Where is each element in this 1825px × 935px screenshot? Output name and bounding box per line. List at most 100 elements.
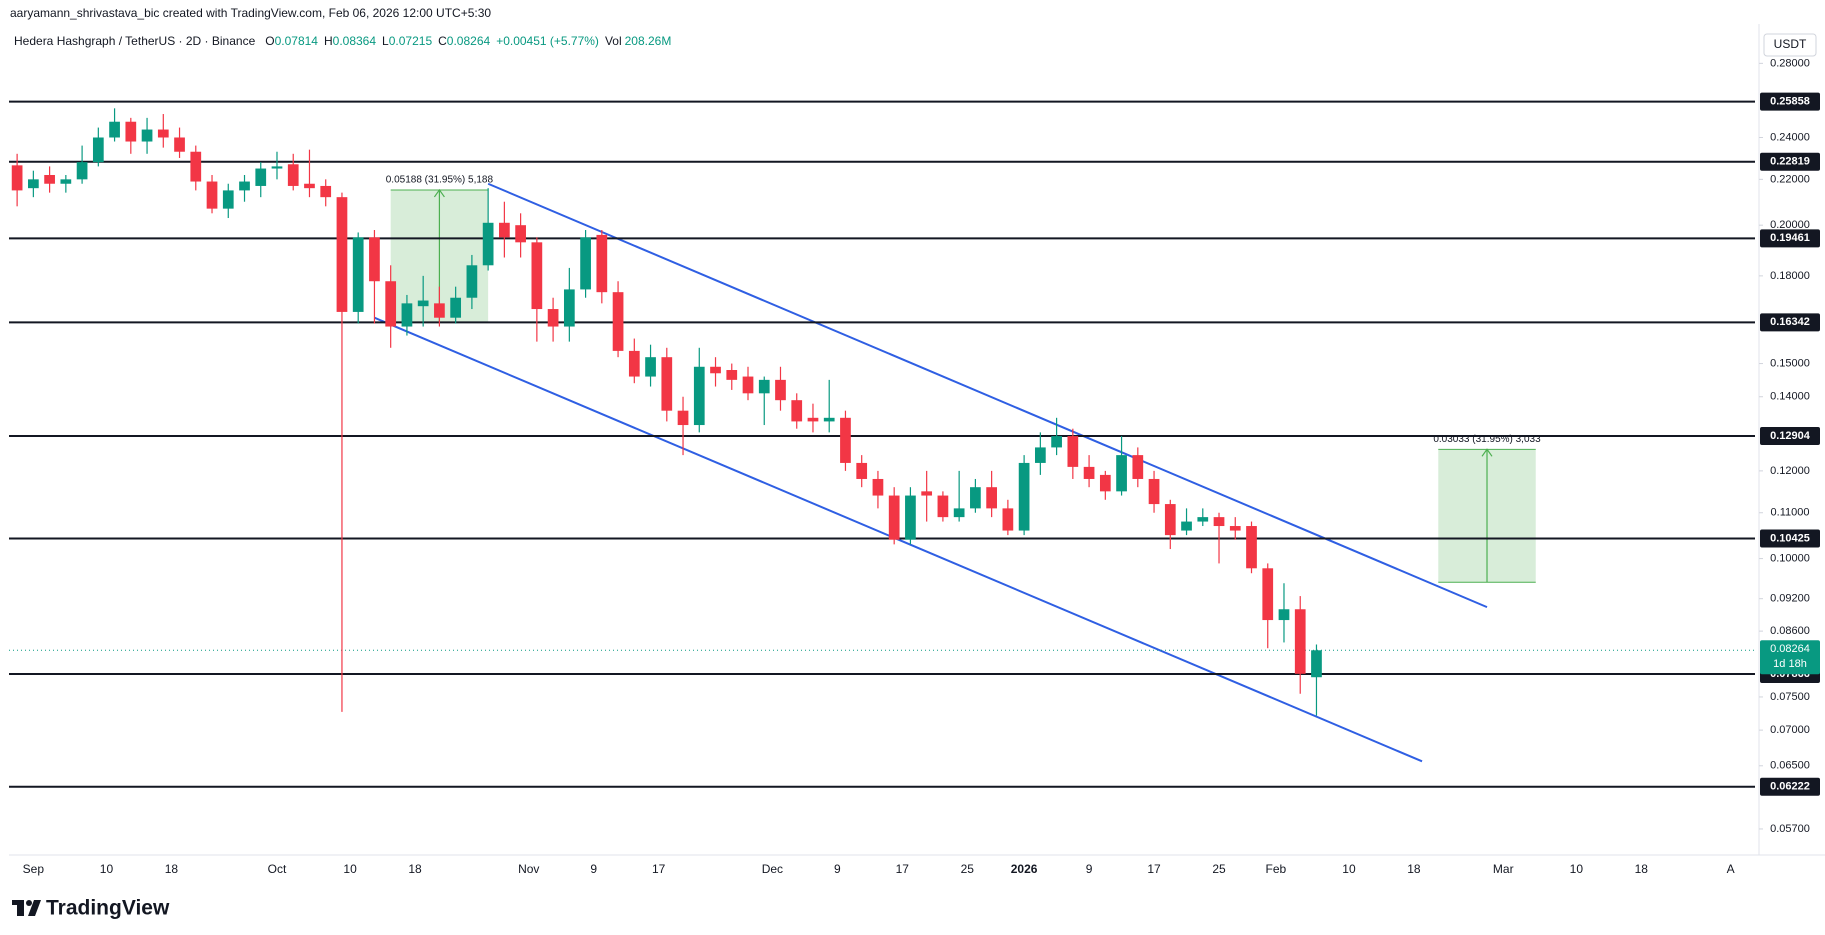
- candle-body: [1311, 650, 1322, 678]
- x-tick-label: Oct: [268, 862, 287, 876]
- stat-label: O: [265, 34, 274, 48]
- logo-part: [28, 900, 41, 916]
- candle-body: [482, 222, 494, 266]
- candle-body: [336, 197, 348, 312]
- candle-body: [1148, 478, 1160, 505]
- candle-body: [888, 495, 900, 540]
- candle-body: [1197, 517, 1209, 522]
- volume-label: Vol: [605, 34, 622, 48]
- stat-value: 0.08364: [333, 34, 377, 48]
- level-label: 0.16342: [1770, 316, 1810, 328]
- y-tick-label: 0.05700: [1770, 823, 1810, 835]
- candle-body: [1051, 436, 1062, 448]
- candle-body: [758, 379, 770, 394]
- candle-body: [596, 234, 608, 293]
- candle-body: [1278, 609, 1290, 621]
- level-label: 0.19461: [1770, 232, 1810, 244]
- candle-body: [1067, 436, 1079, 467]
- candle-body: [401, 303, 413, 327]
- candle-body: [970, 487, 981, 509]
- y-tick-label: 0.09200: [1770, 593, 1810, 605]
- currency-box[interactable]: [1763, 33, 1817, 57]
- y-tick-label: 0.15000: [1770, 357, 1810, 369]
- candle-body: [92, 137, 104, 163]
- candle-body: [775, 379, 786, 401]
- candle-body: [352, 237, 364, 312]
- candle-body: [287, 164, 299, 186]
- y-tick-label: 0.06500: [1770, 760, 1810, 772]
- candle-body: [791, 400, 803, 422]
- stat-label: L: [382, 34, 389, 48]
- candle-body: [499, 222, 510, 238]
- candle-body: [645, 357, 656, 377]
- y-tick-label: 0.07000: [1770, 724, 1810, 736]
- candle-body: [239, 181, 250, 191]
- candle-body: [206, 181, 218, 209]
- candle-body: [304, 183, 315, 189]
- candle-body: [1034, 447, 1046, 463]
- x-tick-label: 9: [834, 862, 841, 876]
- level-label: 0.22819: [1770, 156, 1810, 168]
- candle-body: [320, 185, 332, 198]
- legend-header: Hedera Hashgraph / TetherUS · 2D · Binan…: [14, 34, 671, 48]
- candle-body: [1213, 517, 1225, 527]
- x-tick-label: 2026: [1011, 862, 1038, 876]
- candle-body: [434, 303, 445, 318]
- candle-body: [921, 491, 933, 496]
- y-tick-label: 0.18000: [1770, 270, 1810, 282]
- candle-body: [28, 179, 39, 189]
- candle-body: [937, 495, 949, 518]
- y-tick-label: 0.12000: [1770, 465, 1810, 477]
- symbol-title: Hedera Hashgraph / TetherUS · 2D · Binan…: [14, 34, 256, 48]
- range-label: 0.05188 (31.95%) 5,188: [386, 175, 494, 186]
- volume-value: 208.26M: [625, 34, 672, 48]
- candle-body: [1164, 504, 1176, 536]
- x-tick-label: 25: [1212, 862, 1226, 876]
- x-tick-label: 10: [1342, 862, 1356, 876]
- candle-body: [109, 121, 120, 138]
- candle-body: [369, 237, 380, 282]
- candle-body: [1099, 474, 1111, 492]
- candle-body: [190, 151, 202, 182]
- x-tick-label: 18: [1407, 862, 1421, 876]
- candle-body: [628, 350, 640, 377]
- logo-text[interactable]: TradingView: [46, 897, 170, 920]
- trendline: [487, 182, 1488, 609]
- candle-body: [856, 462, 868, 479]
- x-tick-label: 10: [343, 862, 357, 876]
- candle-body: [515, 225, 526, 243]
- level-label-box: [1760, 92, 1820, 111]
- candle-body: [986, 487, 997, 509]
- logo-icon: [12, 900, 41, 916]
- x-tick-label: Sep: [23, 862, 45, 876]
- candle-body: [807, 417, 819, 422]
- x-tick-label: 9: [590, 862, 597, 876]
- candle-body: [1002, 508, 1014, 531]
- logo-part: [17, 900, 24, 916]
- candle-body: [466, 265, 478, 298]
- candle-body: [547, 309, 559, 327]
- y-tick-label: 0.22000: [1770, 173, 1810, 185]
- stat-value: 0.07215: [389, 34, 433, 48]
- candle-body: [11, 165, 23, 191]
- candle-body: [953, 508, 965, 518]
- candle-body: [1132, 455, 1144, 479]
- x-tick-label: Feb: [1266, 862, 1287, 876]
- stat-value: 0.08264: [447, 34, 491, 48]
- change: +0.00451 (+5.77%): [496, 34, 599, 48]
- candle-body: [661, 357, 673, 411]
- candle-body: [1018, 462, 1030, 531]
- x-tick-label: Mar: [1493, 862, 1514, 876]
- candle-body: [710, 366, 721, 374]
- candle-body: [157, 129, 169, 138]
- candle-body: [693, 366, 705, 426]
- candle-body: [76, 162, 88, 180]
- level-label: 0.12904: [1770, 430, 1811, 442]
- candle-body: [726, 370, 738, 380]
- currency[interactable]: USDT: [1774, 37, 1807, 51]
- candle-body: [125, 121, 137, 142]
- candle-body: [1294, 609, 1306, 674]
